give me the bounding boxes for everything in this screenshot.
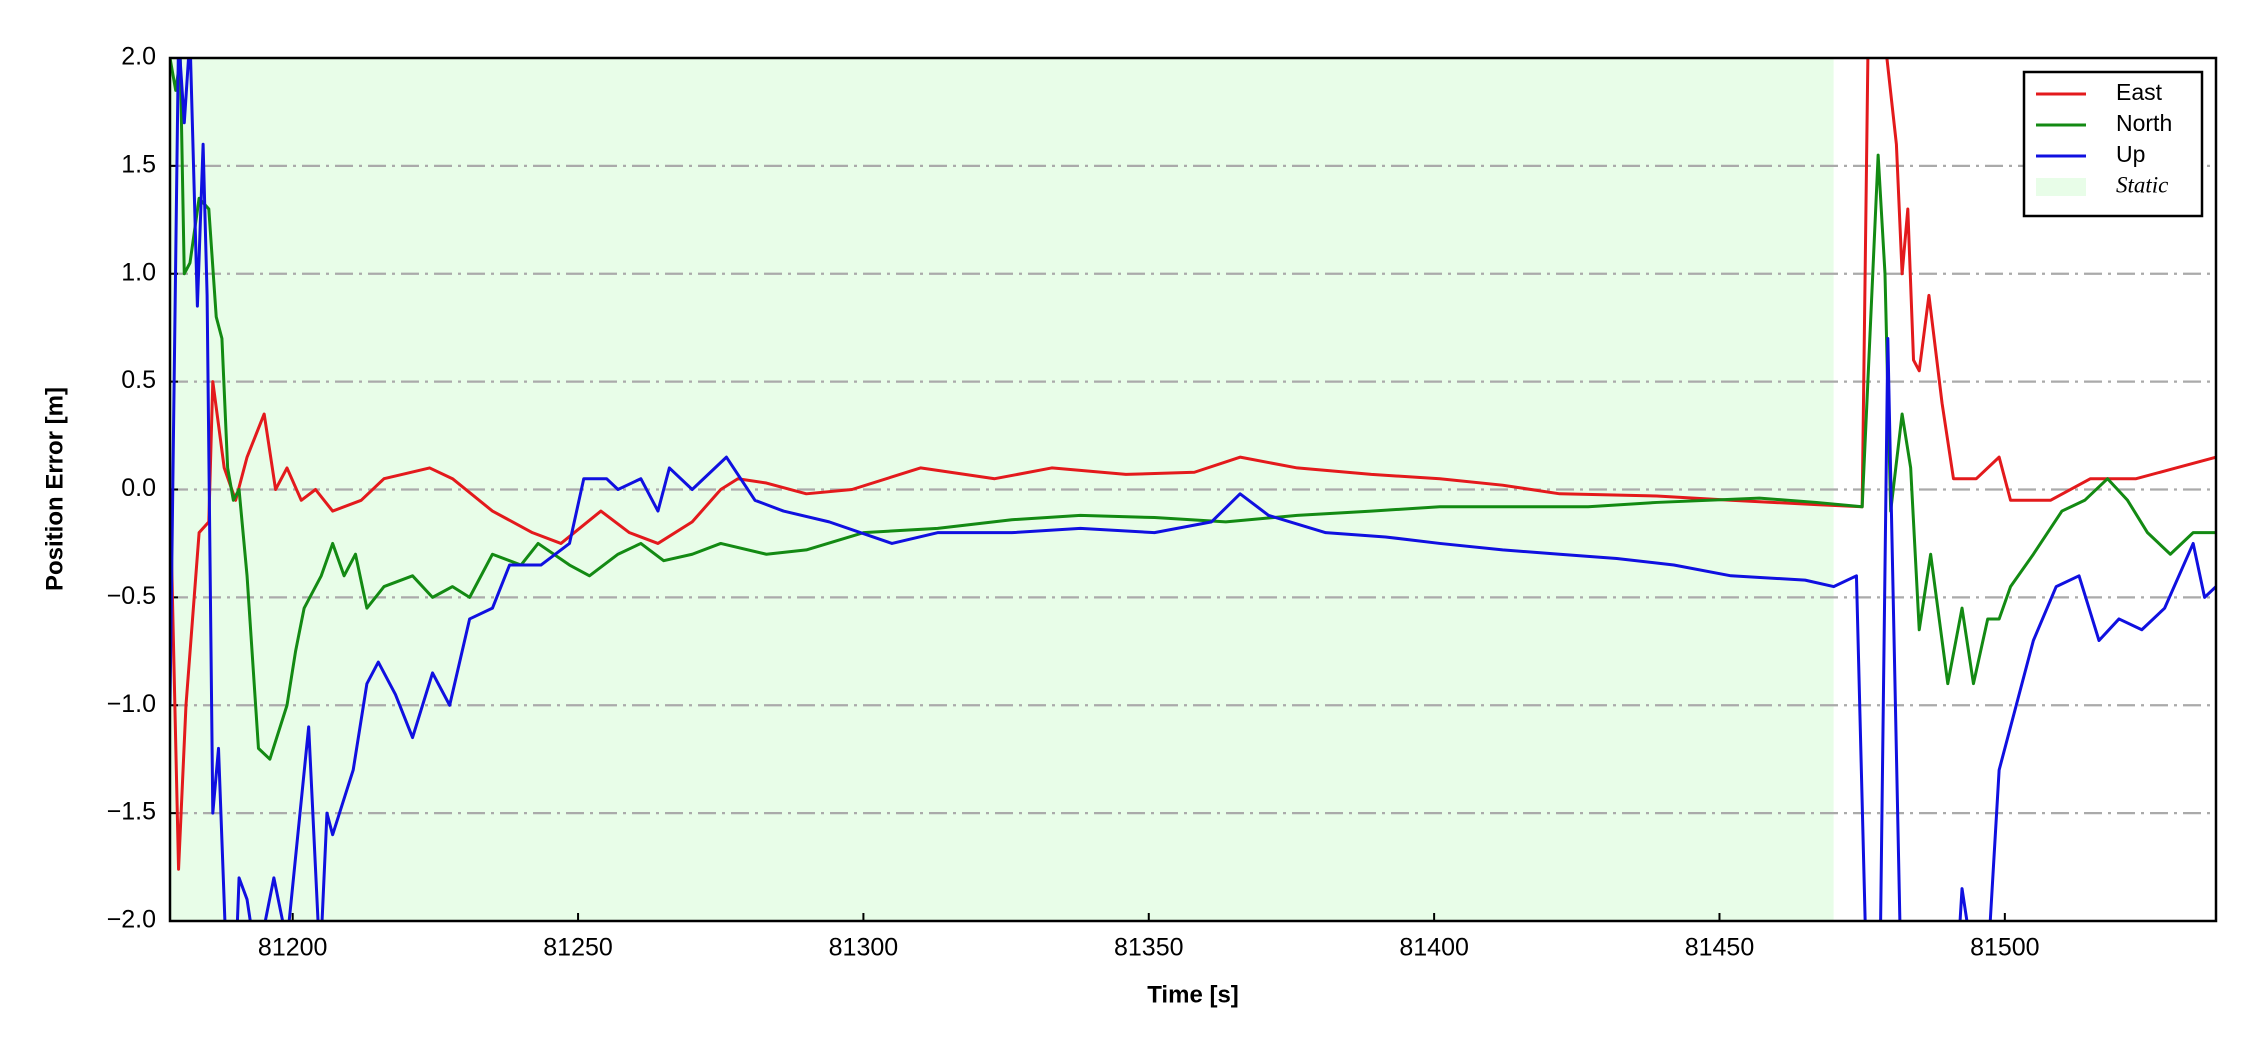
series-line (170, 58, 2216, 761)
x-tick-label: 81500 (1970, 934, 2040, 962)
x-tick-label: 81250 (543, 934, 613, 962)
legend-label: Static (2116, 172, 2168, 197)
x-tick-label: 81400 (1399, 934, 1469, 962)
x-tick-label: 81200 (258, 934, 328, 962)
y-tick-label: 0.5 (121, 366, 156, 394)
x-tick-label: 81350 (1114, 934, 1184, 962)
y-tick-label: 1.5 (121, 150, 156, 178)
y-tick-label: −1.5 (107, 798, 156, 826)
legend-label: Up (2116, 141, 2145, 167)
legend-label: North (2116, 110, 2172, 136)
series-line (170, 58, 2216, 921)
x-axis-label: Time [s] (1147, 981, 1239, 1008)
plot-lines (170, 58, 2216, 921)
legend-label: East (2116, 79, 2163, 105)
x-tick-label: 81300 (829, 934, 899, 962)
y-tick-label: −0.5 (107, 582, 156, 610)
y-tick-label: −1.0 (107, 690, 156, 718)
y-axis-label: Position Error [m] (41, 387, 68, 591)
y-tick-label: −2.0 (107, 906, 156, 934)
plot-frame (168, 56, 2218, 923)
y-tick-label: 1.0 (121, 258, 156, 286)
y-tick-label: 2.0 (121, 43, 156, 71)
x-tick-label: 81450 (1685, 934, 1755, 962)
legend-swatch (2036, 178, 2086, 196)
y-tick-label: 0.0 (121, 474, 156, 502)
series-line (170, 58, 2216, 871)
